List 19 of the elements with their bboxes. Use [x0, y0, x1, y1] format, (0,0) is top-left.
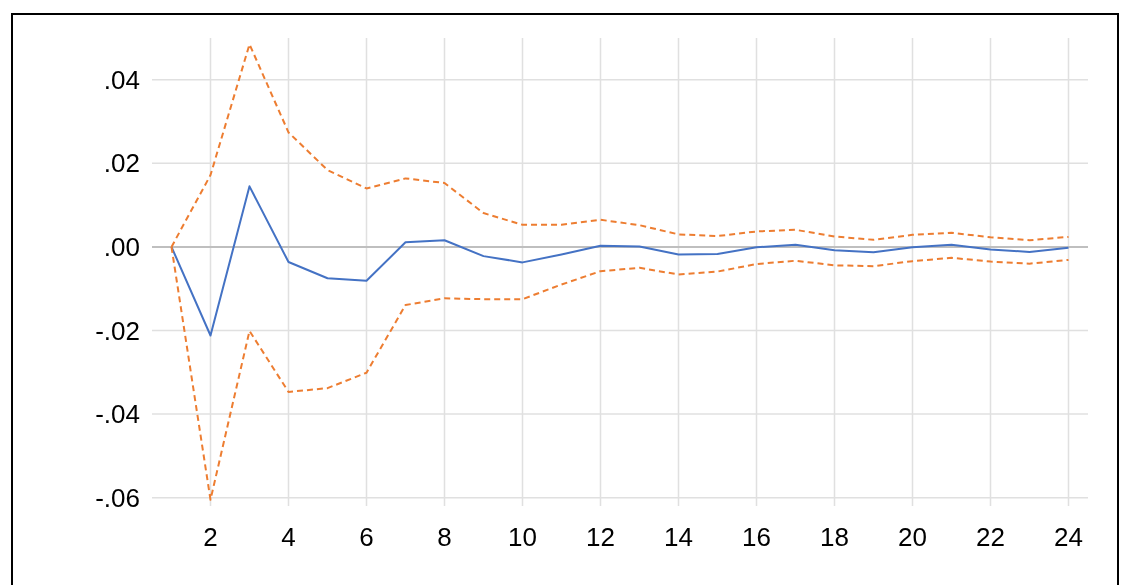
y-tick-label: -.06: [95, 482, 140, 513]
y-tick-label: -.02: [95, 315, 140, 346]
y-tick-label: .02: [103, 148, 140, 179]
x-tick-label: 22: [976, 522, 1005, 552]
x-tick-label: 6: [359, 522, 374, 552]
x-tick-label: 20: [898, 522, 927, 552]
line-series: [170, 185, 1070, 337]
x-tick-label: 14: [664, 522, 693, 552]
x-tick-label: 18: [820, 522, 849, 552]
x-tick-label: 16: [742, 522, 771, 552]
x-tick-label: 10: [508, 522, 537, 552]
x-tick-label: 4: [281, 522, 296, 552]
y-tick-label: -.04: [95, 399, 140, 430]
x-tick-label: 2: [203, 522, 218, 552]
y-tick-label: .00: [103, 232, 140, 263]
x-tick-label: 12: [586, 522, 615, 552]
x-tick-label: 24: [1054, 522, 1083, 552]
y-tick-label: .04: [103, 64, 140, 95]
x-tick-label: 8: [437, 522, 452, 552]
